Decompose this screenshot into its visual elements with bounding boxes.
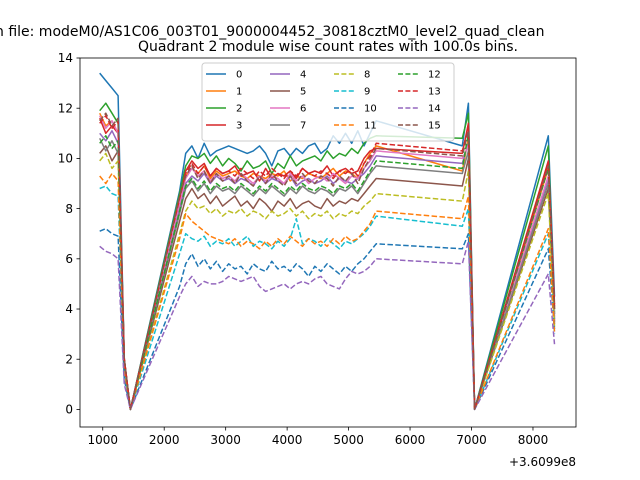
x-offset-label: +3.6099e8	[509, 455, 576, 469]
x-tick-label: 8000	[518, 433, 549, 447]
x-tick-label: 4000	[272, 433, 303, 447]
plot-area	[99, 72, 556, 411]
legend-box	[201, 62, 455, 142]
legend-label-4: 4	[300, 70, 306, 81]
series-line-4	[99, 130, 556, 411]
y-tick-label: 6	[65, 252, 73, 266]
legend-label-2: 2	[236, 104, 242, 115]
x-tick-label: 5000	[333, 433, 364, 447]
chart-title: Quadrant 2 module wise count rates with …	[138, 39, 518, 55]
y-tick-label: 8	[65, 202, 73, 216]
series-line-3	[99, 117, 556, 411]
legend-label-12: 12	[428, 70, 441, 81]
x-tick-label: 2000	[149, 433, 180, 447]
y-tick-label: 2	[65, 352, 73, 366]
x-tick-label: 6000	[395, 433, 426, 447]
series-line-14	[99, 240, 556, 411]
legend-label-8: 8	[364, 70, 370, 81]
legend-label-0: 0	[236, 70, 242, 81]
x-tick-label: 3000	[210, 433, 241, 447]
legend-label-13: 13	[428, 87, 441, 98]
axes: 1000 2000 3000 4000 5000 6000 7000 800002468101…	[58, 51, 577, 447]
legend-label-6: 6	[300, 104, 306, 115]
figure-suptitle: n file: modeM0/AS1C06_003T01_9000004452_…	[0, 24, 544, 40]
legend-label-10: 10	[364, 104, 377, 115]
legend-label-9: 9	[364, 87, 370, 98]
series-line-9	[99, 185, 556, 411]
series-line-2	[99, 102, 556, 411]
x-tick-label: 7000	[456, 433, 487, 447]
series-line-11	[99, 172, 556, 411]
series-line-7	[99, 137, 556, 411]
legend-label-7: 7	[300, 121, 306, 132]
series-line-1	[99, 112, 556, 411]
series-line-10	[99, 227, 556, 411]
y-tick-label: 0	[65, 403, 73, 417]
axes-frame	[79, 57, 577, 428]
series-line-15	[99, 112, 556, 411]
y-tick-label: 10	[58, 152, 73, 166]
series-line-13	[99, 114, 556, 411]
legend-label-3: 3	[236, 121, 242, 132]
legend-label-15: 15	[428, 121, 441, 132]
series-line-8	[99, 152, 556, 411]
series-line-5	[99, 145, 556, 411]
legend-label-5: 5	[300, 87, 306, 98]
legend-label-1: 1	[236, 87, 242, 98]
y-tick-label: 12	[58, 101, 73, 115]
y-tick-label: 4	[65, 302, 73, 316]
x-tick-label: 1000	[87, 433, 118, 447]
y-tick-label: 14	[58, 51, 73, 65]
series-line-0	[99, 72, 556, 411]
legend-label-11: 11	[364, 121, 377, 132]
series-line-12	[99, 132, 556, 411]
legend-label-14: 14	[428, 104, 441, 115]
